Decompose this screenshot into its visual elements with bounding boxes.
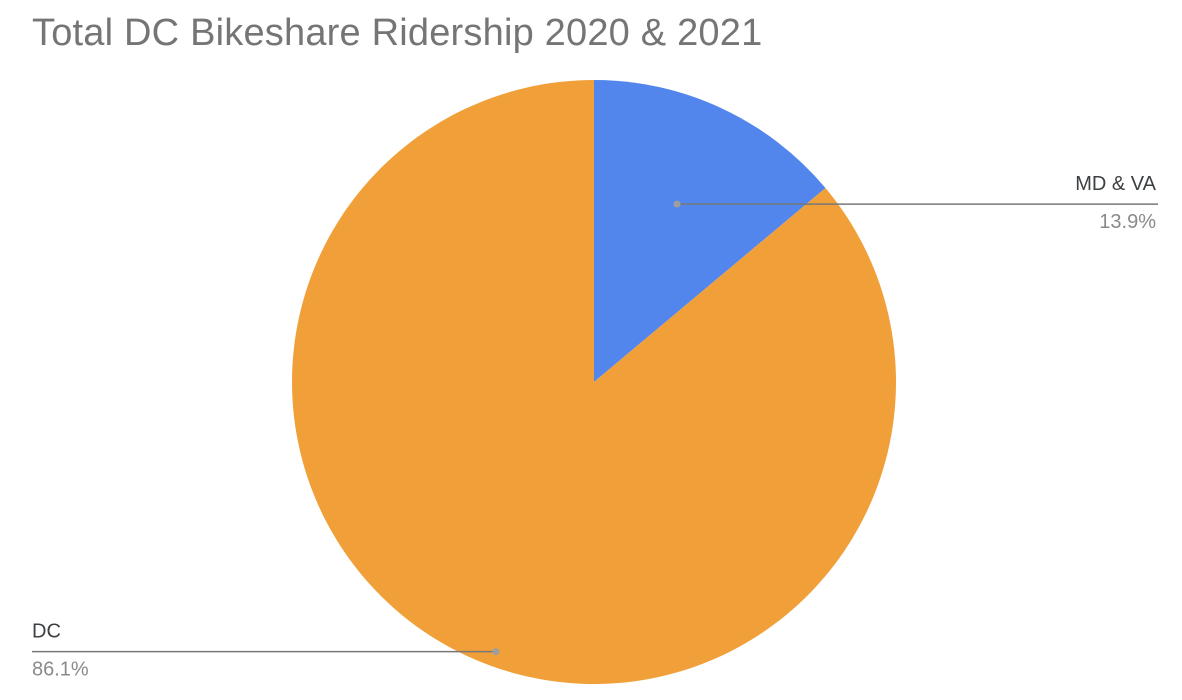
slice-value-label: 86.1%: [32, 659, 89, 681]
chart-title: Total DC Bikeshare Ridership 2020 & 2021: [32, 12, 763, 54]
slice-label: DC: [32, 621, 61, 643]
pie-slices: [292, 80, 896, 684]
slice-label: MD & VA: [1075, 173, 1156, 195]
pie-slice-md-va: [594, 80, 826, 382]
slice-value-label: 13.9%: [1099, 211, 1156, 233]
pie-slice-dc: [292, 80, 896, 684]
callout-dot: [673, 200, 681, 208]
callout-dot: [492, 648, 500, 656]
pie-callouts: MD & VA 13.9% DC 86.1%: [32, 173, 1158, 681]
